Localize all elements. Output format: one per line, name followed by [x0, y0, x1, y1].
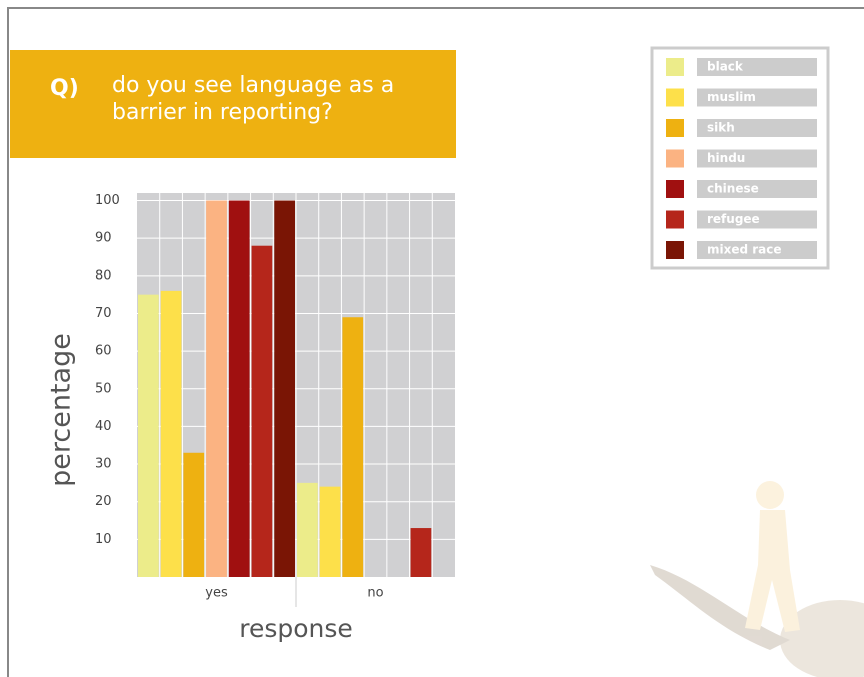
- bar: [228, 200, 250, 577]
- legend-label-bg: [697, 241, 817, 259]
- y-axis-label: percentage: [46, 333, 77, 487]
- legend-label: sikh: [707, 121, 735, 135]
- legend-swatch: [666, 241, 684, 259]
- x-tick-label: no: [367, 586, 383, 601]
- bar: [297, 482, 318, 577]
- legend-label: refugee: [707, 212, 760, 226]
- bar: [183, 452, 205, 577]
- legend-label-bg: [697, 119, 817, 137]
- x-axis-label: response: [239, 614, 353, 643]
- legend-swatch: [666, 149, 684, 168]
- bar: [206, 200, 227, 577]
- legend-swatch: [666, 119, 684, 137]
- y-tick-label: 30: [95, 457, 112, 472]
- y-tick-label: 50: [95, 381, 112, 396]
- legend-label: black: [707, 60, 744, 74]
- legend-label-bg: [697, 210, 817, 229]
- legend-label-bg: [697, 58, 817, 76]
- y-tick-label: 80: [95, 268, 112, 283]
- y-tick-label: 70: [95, 306, 112, 321]
- bar: [251, 245, 273, 578]
- chart-title: do you see language as a barrier in repo…: [112, 73, 395, 125]
- legend-swatch: [666, 58, 684, 76]
- y-tick-label: 20: [95, 494, 112, 509]
- y-tick-label: 60: [95, 344, 112, 359]
- bar: [342, 317, 364, 577]
- x-tick-label: yes: [205, 586, 228, 601]
- decoration: [650, 481, 864, 677]
- legend-swatch: [666, 210, 684, 229]
- y-tick-label: 10: [95, 532, 112, 547]
- question-label: Q): [50, 76, 79, 101]
- bar: [319, 486, 341, 577]
- bar: [138, 294, 159, 577]
- title-banner: [10, 50, 456, 158]
- legend-label: muslim: [707, 90, 756, 104]
- title-box: do you see language as a barrier in repo…: [112, 73, 395, 125]
- bar: [160, 290, 182, 577]
- legend-label-bg: [697, 149, 817, 168]
- y-tick-label: 90: [95, 231, 112, 246]
- legend-label: mixed race: [707, 243, 782, 257]
- bar: [410, 528, 432, 577]
- legend-label: hindu: [707, 151, 745, 165]
- legend-swatch: [666, 180, 684, 198]
- legend-swatch: [666, 88, 684, 107]
- bar: [274, 200, 295, 577]
- y-tick-label: 100: [95, 193, 120, 208]
- legend-label-bg: [697, 88, 817, 107]
- legend-label-bg: [697, 180, 817, 198]
- y-tick-label: 40: [95, 419, 112, 434]
- legend-label: chinese: [707, 182, 759, 196]
